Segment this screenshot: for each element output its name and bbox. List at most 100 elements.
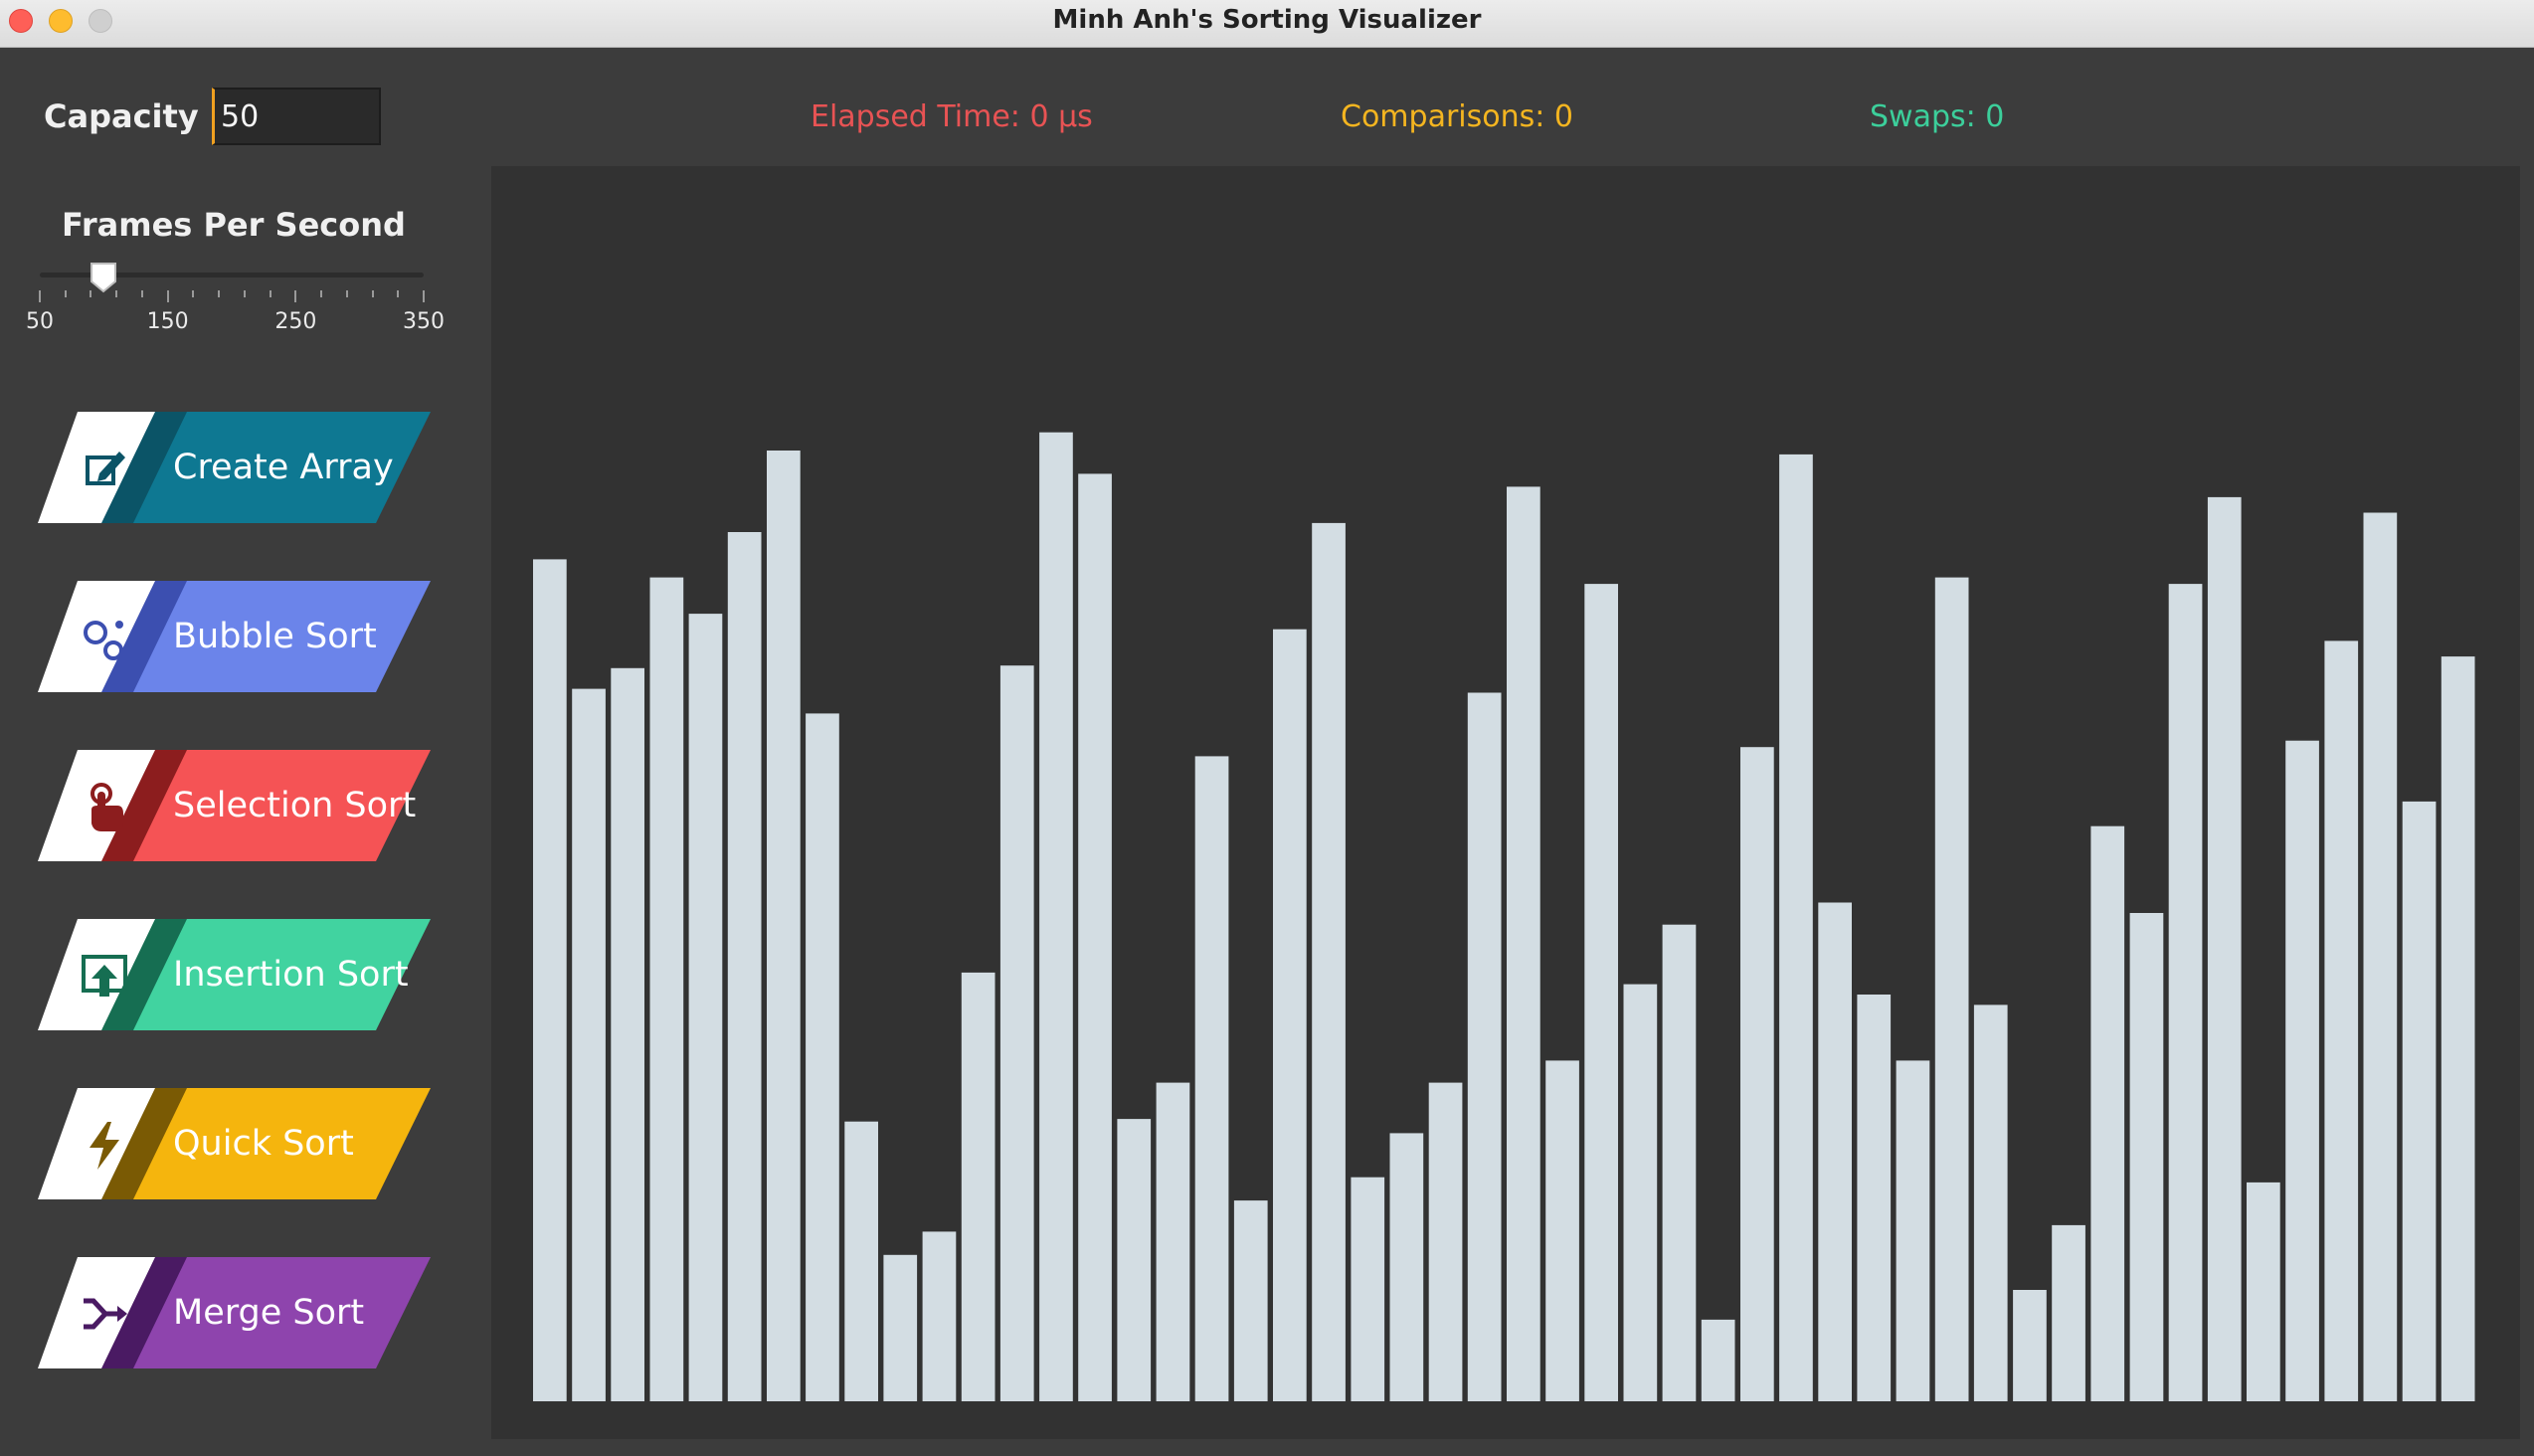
fps-minor-tick: [345, 290, 348, 297]
array-bar: [1584, 584, 1618, 1401]
fps-tick-label: 350: [403, 309, 445, 334]
fps-label: Frames Per Second: [62, 206, 406, 244]
array-bar: [1351, 1177, 1385, 1401]
fps-minor-tick: [140, 290, 143, 297]
merge-icon: [84, 1298, 127, 1330]
array-bar: [2247, 1182, 2280, 1401]
fps-minor-tick: [90, 290, 92, 297]
button-shape: [38, 581, 431, 692]
fps-minor-tick: [320, 290, 323, 297]
upload-icon: [82, 955, 127, 997]
button-label: Selection Sort: [173, 786, 417, 825]
swaps-label: Swaps: 0: [1870, 99, 2005, 134]
array-bar: [572, 688, 606, 1401]
array-bar: [1973, 1004, 2008, 1401]
fps-minor-tick: [243, 290, 246, 297]
button-label: Bubble Sort: [173, 617, 377, 656]
button-label: Merge Sort: [173, 1293, 365, 1333]
lightning-icon: [90, 1122, 119, 1170]
array-bar: [1818, 902, 1852, 1401]
array-bar: [1467, 692, 1502, 1401]
array-bar: [2207, 496, 2242, 1401]
array-bar: [1233, 1200, 1268, 1401]
bar-chart: [533, 432, 2475, 1401]
array-bar: [1428, 1082, 1463, 1401]
array-bar: [2324, 640, 2359, 1401]
fps-slider-track[interactable]: [40, 273, 424, 277]
visualizer-panel: [491, 166, 2520, 1439]
fps-minor-tick: [269, 290, 272, 297]
insertion-sort-button[interactable]: Insertion Sort: [38, 919, 436, 1030]
array-bar: [806, 713, 839, 1401]
button-shape: [38, 919, 431, 1030]
array-bar: [883, 1254, 918, 1401]
array-bar: [1934, 577, 1969, 1401]
array-bar: [2363, 512, 2398, 1401]
selection-sort-button[interactable]: Selection Sort: [38, 750, 436, 861]
array-bar: [1078, 473, 1112, 1401]
array-bar: [1389, 1133, 1424, 1401]
array-bar: [1507, 486, 1540, 1401]
edit-icon: [86, 452, 125, 485]
fps-minor-tick: [371, 290, 374, 297]
bubbles-icon: [84, 621, 123, 660]
array-bar: [2129, 913, 2164, 1401]
array-bar: [1545, 1060, 1579, 1401]
array-bar: [2402, 801, 2437, 1401]
array-bar: [1156, 1082, 1190, 1401]
pointer-hand-icon: [90, 783, 123, 831]
array-bar: [844, 1121, 878, 1401]
array-bar: [1857, 995, 1892, 1401]
array-bar: [767, 451, 801, 1401]
array-bar: [611, 667, 644, 1401]
array-bar: [1312, 522, 1346, 1401]
capacity-label: Capacity: [44, 97, 199, 135]
fps-minor-tick: [192, 290, 195, 297]
fps-slider-thumb[interactable]: [89, 261, 118, 294]
array-bar: [1740, 747, 1774, 1401]
minimize-window-button[interactable]: [49, 9, 73, 33]
button-label: Insertion Sort: [173, 955, 409, 995]
window-title: Minh Anh's Sorting Visualizer: [1052, 5, 1482, 35]
array-bar: [688, 614, 723, 1401]
array-bar: [1194, 756, 1229, 1401]
fps-minor-tick: [115, 290, 118, 297]
array-bar: [1117, 1119, 1152, 1401]
array-bar: [961, 972, 996, 1401]
button-label: Create Array: [173, 448, 394, 487]
array-bar: [2285, 740, 2319, 1401]
quick-sort-button[interactable]: Quick Sort: [38, 1088, 436, 1199]
array-bar: [1662, 924, 1697, 1401]
fps-tick-label: 50: [26, 309, 54, 334]
array-bar: [533, 559, 567, 1401]
array-bar: [2090, 825, 2125, 1401]
maximize-window-button[interactable]: [89, 9, 112, 33]
button-label: Quick Sort: [173, 1124, 354, 1164]
array-bar: [999, 665, 1034, 1401]
array-bar: [727, 532, 762, 1401]
bubble-sort-button[interactable]: Bubble Sort: [38, 581, 436, 692]
fps-major-tick: [423, 290, 425, 302]
array-bar: [1273, 629, 1307, 1401]
close-window-button[interactable]: [9, 9, 33, 33]
capacity-input[interactable]: [212, 88, 381, 145]
merge-sort-button[interactable]: Merge Sort: [38, 1257, 436, 1368]
title-bar: Minh Anh's Sorting Visualizer: [0, 0, 2534, 48]
elapsed-time-label: Elapsed Time: 0 μs: [811, 99, 1093, 134]
array-bar: [2168, 584, 2203, 1401]
comparisons-label: Comparisons: 0: [1341, 99, 1573, 134]
array-bar: [2441, 656, 2475, 1401]
fps-minor-tick: [218, 290, 221, 297]
fps-minor-tick: [397, 290, 400, 297]
fps-major-tick: [166, 290, 169, 302]
fps-major-tick: [39, 290, 41, 302]
array-bar: [1039, 432, 1073, 1401]
fps-tick-label: 150: [146, 309, 189, 334]
create-array-button[interactable]: Create Array: [38, 412, 436, 523]
array-bar: [1623, 984, 1658, 1401]
array-bar: [922, 1231, 957, 1401]
array-bar: [1701, 1319, 1735, 1401]
array-bar: [2013, 1290, 2047, 1401]
fps-tick-label: 250: [274, 309, 317, 334]
array-bar: [1896, 1060, 1930, 1401]
